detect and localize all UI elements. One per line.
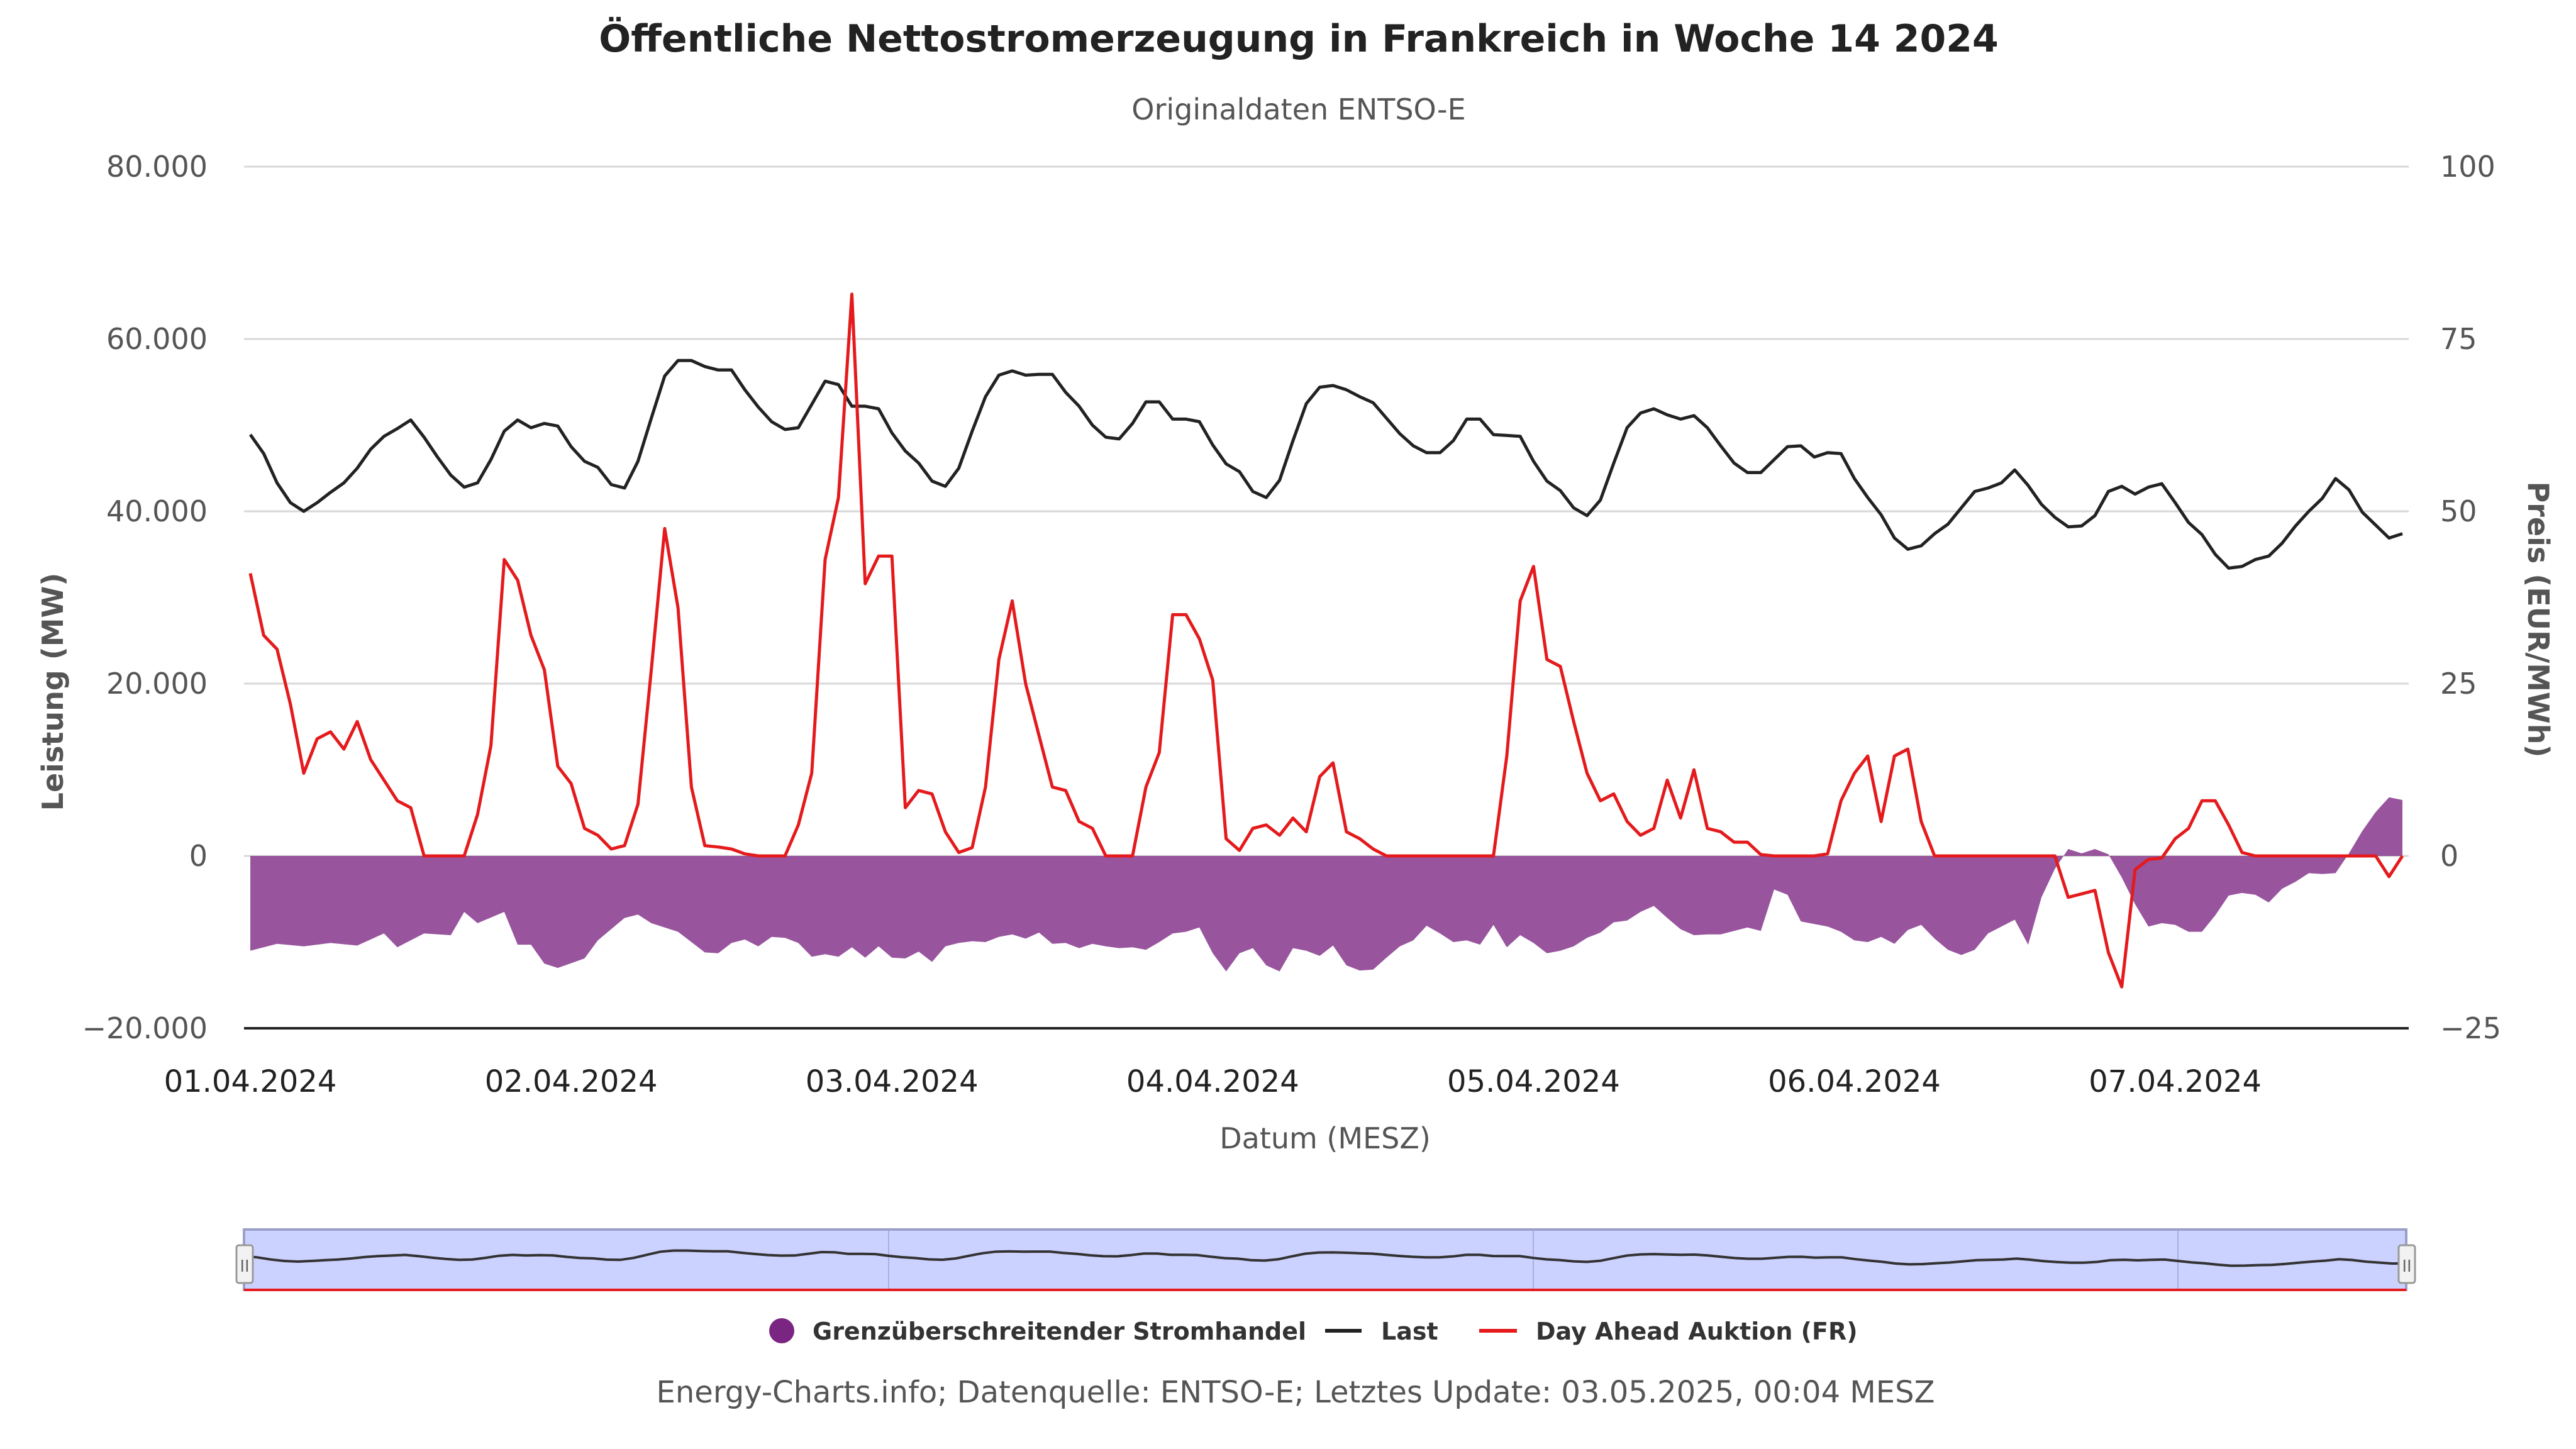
navigator-range[interactable]	[243, 1228, 2407, 1291]
credits[interactable]: Energy-Charts.info; Datenquelle: ENTSO-E…	[657, 1375, 1935, 1410]
y-right-tick-label: 50	[2440, 494, 2477, 528]
y-left-tick-label: 60.000	[106, 322, 208, 356]
y-axis-left-label: Leistung (MW)	[36, 573, 70, 811]
x-tick-label: 03.04.2024	[806, 1064, 979, 1099]
x-tick-label: 05.04.2024	[1447, 1064, 1620, 1099]
y-right-tick-label: −25	[2440, 1011, 2501, 1045]
y-right-tick-label: 25	[2440, 667, 2477, 701]
y-axis-right-label: Preis (EUR/MWh)	[2521, 481, 2555, 757]
y-right-tick-label: 75	[2440, 322, 2477, 356]
navigator[interactable]: II II	[235, 1228, 2416, 1291]
y-right-tick-label: 100	[2440, 150, 2496, 184]
y-left-tick-label: 80.000	[106, 150, 208, 184]
navigator-left-handle[interactable]: II	[235, 1244, 254, 1284]
chart-subtitle: Originaldaten ENTSO-E	[1131, 92, 1465, 126]
legend: Grenzüberschreitender Stromhandel Last D…	[769, 1318, 1858, 1345]
load-line[interactable]	[248, 358, 2403, 570]
legend-item-price[interactable]: Day Ahead Auktion (FR)	[1479, 1318, 1858, 1345]
y-right-tick-label: 0	[2440, 839, 2458, 873]
x-axis-label: Datum (MESZ)	[1219, 1121, 1431, 1155]
price-line[interactable]	[248, 292, 2404, 989]
trade-area-series[interactable]	[250, 797, 2402, 972]
legend-item-load[interactable]: Last	[1325, 1318, 1438, 1345]
price-line-series[interactable]	[248, 292, 2404, 989]
y-axis-right-ticks: 100 75 50 25 0 −25	[2440, 150, 2501, 1045]
chart-title: Öffentliche Nettostromerzeugung in Frank…	[599, 16, 1998, 61]
legend-price-label: Day Ahead Auktion (FR)	[1536, 1318, 1858, 1345]
x-axis-ticks: 01.04.2024 02.04.2024 03.04.2024 04.04.2024…	[164, 1064, 2262, 1099]
x-tick-label: 02.04.2024	[485, 1064, 658, 1099]
y-left-tick-label: 20.000	[106, 667, 208, 701]
legend-load-label: Last	[1381, 1318, 1438, 1345]
x-tick-label: 06.04.2024	[1768, 1064, 1941, 1099]
navigator-right-handle-grip: II	[2402, 1257, 2411, 1276]
y-left-tick-label: 0	[189, 839, 208, 873]
navigator-left-handle-grip: II	[240, 1257, 249, 1276]
legend-trade-label: Grenzüberschreitender Stromhandel	[813, 1318, 1306, 1345]
x-tick-label: 04.04.2024	[1126, 1064, 1299, 1099]
y-left-tick-label: 40.000	[106, 494, 208, 528]
legend-item-trade[interactable]: Grenzüberschreitender Stromhandel	[769, 1318, 1306, 1345]
trade-area[interactable]	[250, 797, 2402, 972]
navigator-right-handle[interactable]: II	[2397, 1244, 2416, 1284]
x-tick-label: 07.04.2024	[2089, 1064, 2262, 1099]
load-line-series[interactable]	[248, 358, 2403, 570]
legend-trade-marker-icon	[769, 1318, 794, 1343]
gridlines	[244, 165, 2409, 857]
navigator-series-line	[243, 1249, 2407, 1267]
x-tick-label: 01.04.2024	[164, 1064, 337, 1099]
y-left-tick-label: −20.000	[82, 1011, 208, 1045]
y-axis-left-ticks: 80.000 60.000 40.000 20.000 0 −20.000	[82, 150, 208, 1045]
